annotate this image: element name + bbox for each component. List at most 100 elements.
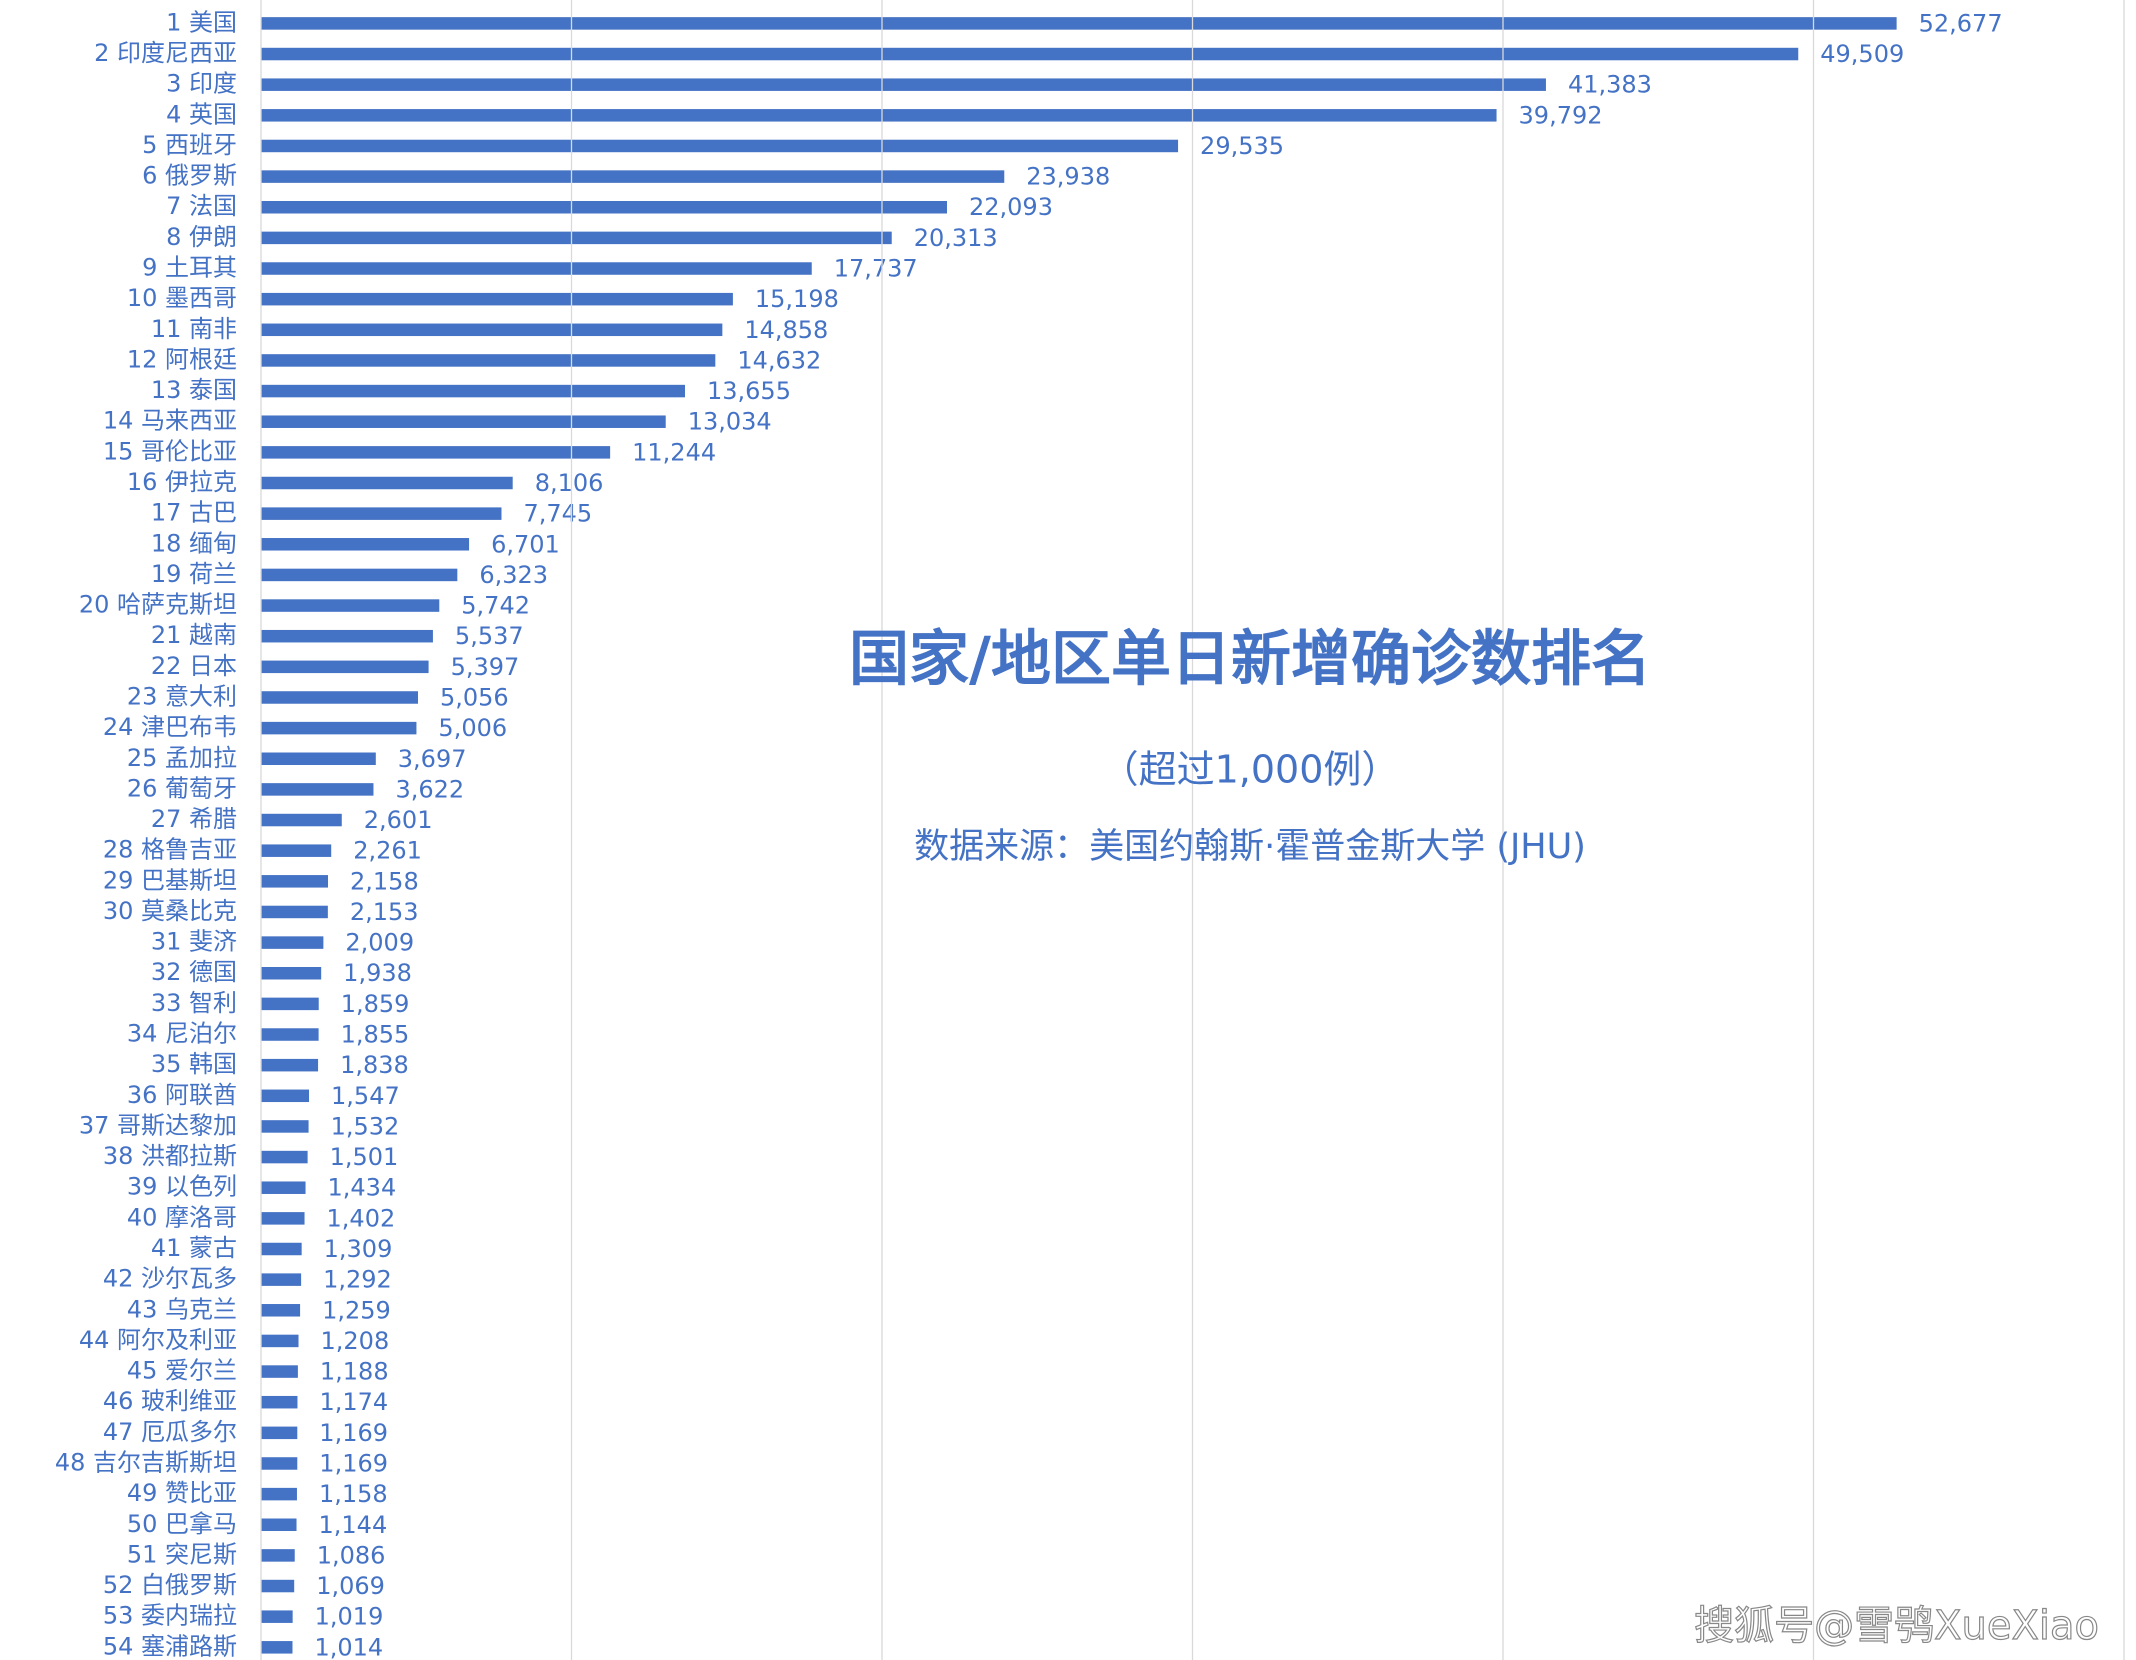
- y-tick-label: 43 乌克兰: [127, 1295, 237, 1323]
- bar: [261, 1549, 295, 1562]
- y-tick-label: 33 智利: [151, 989, 237, 1017]
- value-label: 1,208: [321, 1327, 390, 1355]
- y-tick-label: 25 孟加拉: [127, 744, 237, 772]
- value-label: 6,701: [491, 530, 560, 558]
- y-tick-label: 51 突尼斯: [127, 1540, 237, 1568]
- bar: [261, 78, 1546, 91]
- value-label: 1,309: [324, 1235, 393, 1263]
- bar: [261, 1242, 302, 1256]
- value-label: 1,259: [322, 1296, 391, 1324]
- y-tick-label: 28 格鲁吉亚: [103, 836, 237, 864]
- value-label: 1,402: [327, 1204, 396, 1232]
- value-label: 8,106: [535, 469, 604, 497]
- y-tick-label: 7 法国: [166, 192, 237, 220]
- y-tick-label: 24 津巴布韦: [103, 713, 237, 741]
- bar: [261, 415, 666, 428]
- y-tick-label: 52 白俄罗斯: [103, 1571, 237, 1599]
- y-tick-label: 40 摩洛哥: [127, 1203, 237, 1231]
- value-label: 5,537: [455, 622, 524, 650]
- bar: [261, 47, 1799, 61]
- bar: [261, 1089, 310, 1103]
- y-tick-label: 1 美国: [166, 8, 237, 36]
- value-label: 1,169: [319, 1449, 388, 1477]
- bar: [261, 200, 947, 214]
- bar: [261, 139, 1179, 153]
- y-tick-label: 29 巴基斯坦: [103, 866, 237, 894]
- bar: [261, 875, 329, 888]
- value-label: 14,858: [744, 316, 828, 344]
- y-tick-label: 13 泰国: [151, 376, 237, 404]
- value-label: 17,737: [834, 255, 918, 283]
- bar: [261, 231, 892, 245]
- bar: [261, 170, 1005, 183]
- value-label: 7,745: [523, 500, 592, 528]
- y-tick-label: 27 希腊: [151, 805, 237, 833]
- value-label: 1,174: [319, 1388, 388, 1416]
- value-label: 29,535: [1200, 132, 1284, 160]
- bar: [261, 1273, 302, 1286]
- bar: [261, 1058, 319, 1072]
- bar: [261, 660, 429, 674]
- y-tick-label: 9 土耳其: [142, 254, 237, 282]
- value-label: 14,632: [737, 346, 821, 374]
- y-tick-label: 32 德国: [151, 958, 237, 986]
- y-tick-label: 42 沙尔瓦多: [103, 1265, 237, 1293]
- bar: [261, 1334, 299, 1348]
- y-tick-label: 3 印度: [166, 70, 237, 98]
- value-label: 2,009: [345, 929, 414, 957]
- y-tick-label: 14 马来西亚: [103, 407, 237, 435]
- bar: [261, 966, 322, 980]
- y-tick-label: 8 伊朗: [166, 223, 237, 251]
- y-tick-label: 2 印度尼西亚: [94, 39, 237, 67]
- bar: [261, 538, 470, 551]
- value-label: 1,532: [331, 1112, 400, 1140]
- value-label: 2,158: [350, 867, 419, 895]
- value-label: 1,144: [319, 1511, 388, 1539]
- y-tick-label: 31 斐济: [151, 928, 237, 956]
- bar: [261, 1395, 298, 1409]
- bar: [261, 599, 440, 612]
- y-tick-label: 26 葡萄牙: [127, 774, 237, 802]
- value-label: 13,034: [688, 408, 772, 436]
- y-tick-label: 34 尼泊尔: [127, 1020, 237, 1048]
- y-tick-label: 23 意大利: [127, 682, 237, 710]
- bar: [261, 1304, 301, 1317]
- y-tick-label: 10 墨西哥: [127, 284, 237, 312]
- value-label: 5,056: [440, 683, 509, 711]
- y-tick-label: 5 西班牙: [142, 131, 237, 159]
- value-label: 1,158: [319, 1480, 388, 1508]
- bar: [261, 721, 417, 735]
- y-tick-label: 50 巴拿马: [127, 1510, 237, 1538]
- value-label: 1,938: [343, 959, 412, 987]
- bar: [261, 1457, 298, 1470]
- bar: [261, 292, 733, 306]
- value-label: 1,069: [316, 1572, 385, 1600]
- bar: [261, 1028, 319, 1041]
- value-label: 22,093: [969, 193, 1053, 221]
- bar: [261, 1150, 308, 1164]
- bar: [261, 997, 319, 1011]
- bar: [261, 844, 332, 857]
- bar: [261, 691, 418, 704]
- value-label: 13,655: [707, 377, 791, 405]
- bar: [261, 629, 433, 643]
- bar: [261, 1641, 293, 1654]
- y-tick-label: 19 荷兰: [151, 560, 237, 588]
- value-label: 41,383: [1568, 71, 1652, 99]
- source-note: 数据来源：美国约翰斯·霍普金斯大学 (JHU): [914, 827, 1586, 867]
- bar: [261, 323, 723, 337]
- value-label: 1,855: [341, 1021, 410, 1049]
- bar: [261, 109, 1497, 122]
- y-tick-label: 12 阿根廷: [127, 345, 237, 373]
- bar: [261, 1426, 298, 1440]
- value-label: 1,859: [341, 990, 410, 1018]
- y-tick-label: 35 韩国: [151, 1050, 237, 1078]
- value-label: 3,697: [398, 745, 467, 773]
- bar: [261, 1487, 297, 1501]
- value-label: 2,153: [350, 898, 419, 926]
- y-tick-label: 37 哥斯达黎加: [79, 1111, 237, 1139]
- value-label: 2,601: [364, 806, 433, 834]
- bar: [261, 446, 611, 459]
- y-tick-label: 17 古巴: [151, 499, 237, 527]
- bar: [261, 476, 513, 490]
